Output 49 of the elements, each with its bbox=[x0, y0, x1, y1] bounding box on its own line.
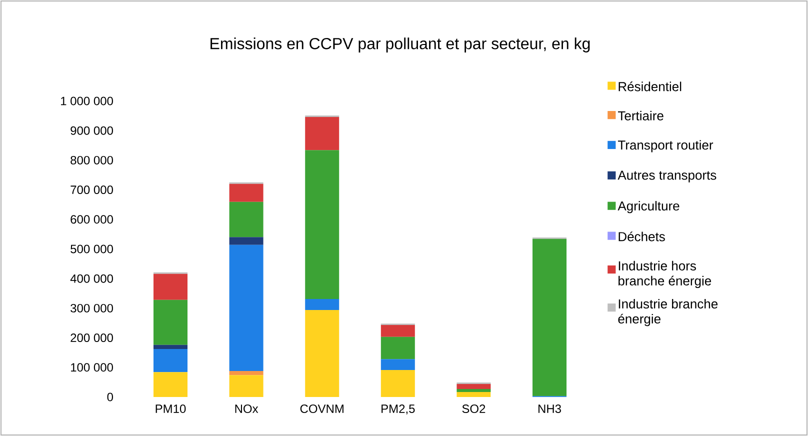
legend-label: Résidentiel bbox=[618, 82, 682, 92]
bar bbox=[456, 384, 491, 389]
chart-title: Emissions en CCPV par polluant et par secteur, en kg bbox=[210, 38, 590, 52]
bar bbox=[305, 299, 340, 310]
bar bbox=[532, 238, 567, 396]
legend-label: Industrie branche énergie bbox=[618, 298, 718, 326]
bar bbox=[153, 300, 188, 345]
y-tick-label: 400 000 bbox=[70, 274, 113, 283]
x-tick-label: PM2,5 bbox=[382, 404, 415, 414]
bar bbox=[305, 150, 340, 300]
bar bbox=[456, 388, 491, 392]
y-tick-label: 600 000 bbox=[70, 215, 113, 224]
y-tick-label: 800 000 bbox=[70, 156, 113, 164]
bar bbox=[305, 310, 340, 397]
x-tick-label: COVNM bbox=[300, 404, 344, 414]
bar bbox=[305, 116, 340, 150]
x-tick-label: PM10 bbox=[156, 404, 186, 414]
bar bbox=[229, 375, 264, 397]
bar bbox=[380, 359, 415, 370]
x-tick-label: NH3 bbox=[538, 404, 561, 414]
bar bbox=[153, 349, 188, 372]
y-tick-label: 700 000 bbox=[70, 186, 113, 194]
legend-label: Autres transports bbox=[618, 170, 716, 182]
bar bbox=[229, 202, 264, 238]
x-tick-label: NOx bbox=[235, 404, 258, 414]
legend-label: Transport routier bbox=[618, 140, 714, 152]
bar bbox=[153, 372, 188, 397]
bar bbox=[229, 237, 264, 245]
legend-label: Déchets bbox=[618, 232, 665, 242]
y-tick-label: 1 000 000 bbox=[61, 96, 113, 106]
legend-label: Industrie hors branche énergie bbox=[618, 260, 712, 288]
y-tick-label: 500 000 bbox=[70, 244, 113, 254]
y-tick-label: 900 000 bbox=[70, 126, 113, 135]
bar bbox=[380, 325, 415, 337]
y-tick-label: 200 000 bbox=[70, 334, 113, 342]
bar bbox=[153, 344, 188, 350]
legend-label: Agriculture bbox=[618, 201, 680, 214]
bar bbox=[380, 336, 415, 360]
bar bbox=[153, 274, 188, 300]
y-tick-label: 100 000 bbox=[71, 363, 113, 372]
legend-label: Tertiaire bbox=[618, 110, 664, 120]
bar bbox=[229, 370, 264, 376]
bar bbox=[456, 392, 491, 397]
bar bbox=[380, 370, 415, 397]
y-tick-label: 0 bbox=[107, 392, 114, 402]
bar bbox=[229, 184, 264, 202]
x-tick-label: SO2 bbox=[462, 404, 486, 414]
y-tick-label: 300 000 bbox=[70, 304, 113, 312]
bar bbox=[229, 244, 264, 371]
